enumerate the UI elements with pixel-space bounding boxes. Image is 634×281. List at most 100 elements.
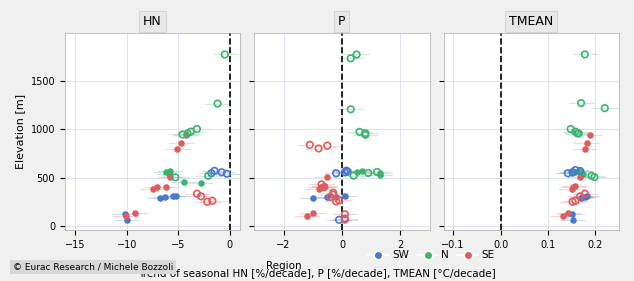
Point bbox=[165, 175, 175, 179]
Point bbox=[217, 170, 227, 175]
Point bbox=[567, 170, 578, 175]
Point bbox=[120, 212, 130, 216]
Title: TMEAN: TMEAN bbox=[509, 15, 553, 28]
Legend: SW, N, SE: SW, N, SE bbox=[364, 246, 498, 264]
Point bbox=[346, 107, 356, 112]
Point bbox=[575, 175, 585, 180]
Point bbox=[600, 106, 610, 110]
Point bbox=[567, 185, 578, 189]
Point bbox=[575, 169, 585, 173]
Point bbox=[576, 196, 586, 200]
Point bbox=[322, 195, 332, 200]
Point bbox=[358, 169, 368, 173]
Point bbox=[372, 170, 382, 174]
Point bbox=[183, 131, 193, 136]
Point bbox=[340, 216, 350, 221]
Point bbox=[307, 196, 318, 200]
Point bbox=[589, 175, 599, 179]
Point bbox=[563, 171, 573, 175]
Point bbox=[580, 146, 590, 151]
Point bbox=[577, 195, 587, 199]
Point bbox=[340, 170, 350, 175]
Point bbox=[580, 52, 590, 57]
Point bbox=[313, 187, 323, 191]
Point bbox=[351, 170, 361, 175]
Text: © Eurac Research / Michele Bozzoli: © Eurac Research / Michele Bozzoli bbox=[13, 263, 173, 272]
Point bbox=[575, 169, 585, 173]
Point bbox=[573, 131, 583, 135]
Point bbox=[580, 195, 590, 200]
Point bbox=[567, 200, 578, 204]
Point bbox=[164, 171, 174, 176]
Point bbox=[186, 129, 196, 134]
Point bbox=[341, 168, 351, 173]
Point bbox=[351, 52, 361, 57]
Point bbox=[172, 146, 183, 151]
Point bbox=[585, 133, 595, 137]
Point bbox=[305, 143, 315, 147]
Point bbox=[171, 194, 181, 198]
Point bbox=[155, 196, 165, 200]
Point bbox=[152, 185, 162, 189]
Point bbox=[334, 198, 344, 203]
Point bbox=[328, 192, 339, 197]
Point bbox=[307, 211, 318, 215]
Point bbox=[576, 101, 586, 105]
Point bbox=[354, 130, 365, 134]
Point bbox=[220, 52, 230, 57]
Point bbox=[566, 127, 576, 131]
Title: HN: HN bbox=[143, 15, 162, 28]
Point bbox=[209, 169, 219, 173]
Point bbox=[161, 170, 171, 175]
Point bbox=[567, 217, 578, 222]
Point bbox=[571, 168, 581, 172]
Point bbox=[331, 194, 341, 199]
Point bbox=[375, 173, 385, 177]
Point bbox=[586, 174, 597, 178]
Point bbox=[328, 191, 339, 195]
Point bbox=[582, 141, 592, 145]
Point bbox=[567, 171, 577, 175]
Point bbox=[202, 200, 212, 204]
Point bbox=[334, 217, 344, 222]
Point bbox=[571, 199, 581, 203]
Point bbox=[320, 185, 330, 189]
Point bbox=[320, 184, 330, 188]
Point bbox=[148, 187, 158, 191]
Point bbox=[575, 194, 585, 199]
Point bbox=[582, 194, 592, 198]
Point bbox=[168, 194, 178, 199]
Point bbox=[170, 175, 180, 180]
Point bbox=[302, 214, 312, 218]
Point bbox=[122, 217, 132, 222]
Point bbox=[558, 214, 568, 218]
Point bbox=[316, 182, 327, 187]
Point bbox=[360, 131, 370, 135]
Point bbox=[176, 141, 186, 145]
Text: Region: Region bbox=[266, 260, 302, 271]
Point bbox=[571, 170, 581, 175]
Point bbox=[322, 175, 332, 180]
Point bbox=[343, 169, 353, 174]
Point bbox=[222, 171, 232, 176]
Point bbox=[325, 195, 335, 199]
Point bbox=[360, 133, 370, 137]
Point bbox=[574, 131, 584, 136]
Point bbox=[178, 180, 188, 184]
Point bbox=[130, 211, 140, 215]
Title: P: P bbox=[338, 15, 346, 28]
Point bbox=[571, 184, 581, 188]
Point bbox=[178, 132, 188, 137]
Point bbox=[340, 193, 350, 198]
Point bbox=[120, 214, 131, 218]
Point bbox=[196, 194, 206, 199]
Point bbox=[331, 199, 341, 204]
Point bbox=[340, 212, 350, 217]
Point bbox=[349, 173, 359, 178]
Point bbox=[192, 191, 202, 196]
Point bbox=[207, 199, 217, 203]
Point bbox=[165, 169, 175, 173]
Point bbox=[340, 217, 350, 222]
Point bbox=[363, 171, 373, 175]
Point bbox=[331, 171, 341, 175]
